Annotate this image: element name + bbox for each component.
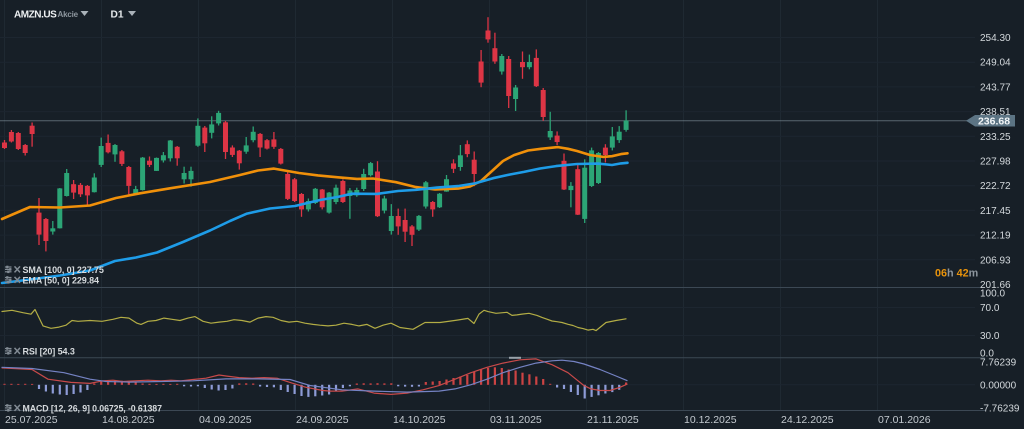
svg-text:0.0: 0.0 [980,348,994,359]
svg-text:233.25: 233.25 [980,132,1011,143]
svg-text:238.51: 238.51 [980,107,1011,118]
svg-text:D1: D1 [111,10,124,21]
svg-text:06h 42m: 06h 42m [935,267,978,279]
svg-text:236.68: 236.68 [978,115,1010,127]
svg-text:217.45: 217.45 [980,206,1011,217]
svg-text:-7.76239: -7.76239 [980,403,1020,414]
svg-text:10.12.2025: 10.12.2025 [684,414,737,426]
svg-text:227.98: 227.98 [980,157,1011,168]
svg-text:212.19: 212.19 [980,231,1011,242]
svg-text:24.09.2025: 24.09.2025 [296,414,349,426]
svg-text:04.09.2025: 04.09.2025 [199,414,252,426]
svg-text:70.0: 70.0 [980,303,1000,314]
svg-text:7.76239: 7.76239 [980,357,1017,368]
svg-text:206.93: 206.93 [980,255,1011,266]
svg-text:Akcie: Akcie [58,10,79,19]
svg-text:30.0: 30.0 [980,331,1000,342]
svg-text:14.08.2025: 14.08.2025 [102,414,155,426]
svg-text:21.11.2025: 21.11.2025 [587,414,639,426]
svg-text:MACD [12, 26, 9] 0.06725, -0.: MACD [12, 26, 9] 0.06725, -0.61387 [23,403,163,413]
svg-text:100.0: 100.0 [980,289,1005,300]
svg-text:14.10.2025: 14.10.2025 [393,414,446,426]
svg-text:254.30: 254.30 [980,33,1011,44]
svg-text:24.12.2025: 24.12.2025 [781,414,834,426]
svg-text:249.04: 249.04 [980,58,1011,69]
svg-text:07.01.2026: 07.01.2026 [878,414,931,426]
svg-text:AMZN.US: AMZN.US [14,10,57,21]
svg-text:25.07.2025: 25.07.2025 [5,414,58,426]
svg-text:201.66: 201.66 [980,280,1011,291]
svg-text:RSI [20] 54.3: RSI [20] 54.3 [23,346,75,356]
svg-text:03.11.2025: 03.11.2025 [490,414,542,426]
svg-text:222.72: 222.72 [980,181,1011,192]
svg-text:243.77: 243.77 [980,82,1011,93]
svg-text:EMA [50, 0] 229.84: EMA [50, 0] 229.84 [23,275,99,285]
svg-text:SMA [100, 0] 227.75: SMA [100, 0] 227.75 [23,265,104,275]
svg-text:0.00000: 0.00000 [980,380,1017,391]
